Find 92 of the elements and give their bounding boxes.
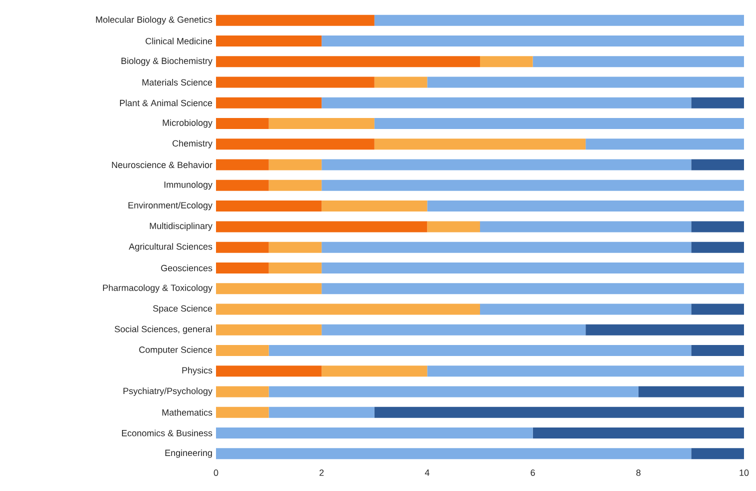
y-tick-label: Environment/Ecology xyxy=(128,202,212,210)
bar xyxy=(691,97,744,108)
bar xyxy=(691,221,744,232)
bar xyxy=(216,344,269,356)
bar xyxy=(216,14,374,26)
bar xyxy=(216,406,269,418)
x-tick-label: 4 xyxy=(424,470,430,476)
bar xyxy=(427,76,744,88)
x-tick-label: 8 xyxy=(636,470,641,476)
bar xyxy=(586,324,744,336)
bar xyxy=(216,448,692,460)
bar xyxy=(216,56,480,68)
y-tick-label: Space Science xyxy=(153,305,212,314)
bar xyxy=(216,118,269,130)
y-tick-label: Plant & Animal Science xyxy=(120,100,212,106)
bar xyxy=(322,242,692,253)
bar xyxy=(427,221,480,232)
y-tick-label: Clinical Medicine xyxy=(146,38,212,44)
bar xyxy=(374,76,428,88)
y-tick-label: Psychiatry/Psychology xyxy=(124,388,212,396)
bar xyxy=(532,427,744,438)
bar xyxy=(427,200,744,212)
bar xyxy=(322,200,428,212)
bar xyxy=(322,159,692,170)
bar xyxy=(691,304,744,315)
bar xyxy=(216,159,269,170)
y-tick-label: Immunology xyxy=(164,181,212,190)
bar xyxy=(374,14,744,26)
y-tick-label: Multidisciplinary xyxy=(150,222,212,231)
bar xyxy=(691,344,744,356)
bar xyxy=(691,242,744,253)
bar xyxy=(216,76,374,88)
y-tick-label: Social Sciences, general xyxy=(114,326,212,334)
y-tick-label: Molecular Biology & Genetics xyxy=(96,16,212,25)
bar xyxy=(268,386,638,398)
bar xyxy=(216,262,269,274)
bar xyxy=(216,366,322,377)
bar xyxy=(268,344,692,356)
bar xyxy=(268,406,374,418)
bar xyxy=(322,366,428,377)
bar xyxy=(586,138,744,150)
bar xyxy=(268,242,322,253)
y-tick-label: Materials Science xyxy=(142,78,212,86)
y-tick-label: Chemistry xyxy=(172,140,212,148)
bar xyxy=(268,262,322,274)
bar xyxy=(374,406,744,418)
bar xyxy=(691,159,744,170)
bar xyxy=(216,221,428,232)
x-tick-label: 0 xyxy=(214,470,218,476)
y-tick-label: Computer Science xyxy=(139,346,212,355)
y-tick-label: Engineering xyxy=(165,449,212,458)
bar xyxy=(216,138,374,150)
bar xyxy=(216,242,269,253)
bar xyxy=(322,262,744,274)
bar xyxy=(268,118,374,130)
y-tick-label: Physics xyxy=(182,366,212,376)
bar xyxy=(268,159,322,170)
bar xyxy=(322,324,586,336)
bar xyxy=(216,324,322,336)
bar xyxy=(374,138,586,150)
bar xyxy=(322,180,744,191)
bar xyxy=(216,36,322,47)
bar xyxy=(216,386,269,398)
y-tick-label: Microbiology xyxy=(162,119,212,128)
bar xyxy=(216,97,322,108)
bar xyxy=(216,427,533,438)
bar xyxy=(427,366,744,377)
bar xyxy=(216,180,269,191)
bar xyxy=(480,56,533,68)
bar xyxy=(480,304,692,315)
bar xyxy=(216,304,480,315)
bar xyxy=(268,180,322,191)
bar xyxy=(216,283,322,294)
bar xyxy=(691,448,744,460)
bar xyxy=(322,36,744,47)
y-tick-label: Economics & Business xyxy=(122,430,212,436)
y-tick-label: Mathematics xyxy=(162,409,212,416)
x-tick-label: 2 xyxy=(320,470,324,476)
y-tick-label: Geosciences xyxy=(161,264,212,272)
bar xyxy=(638,386,744,398)
y-tick-label: Biology & Biochemistry xyxy=(122,57,212,66)
bar xyxy=(480,221,692,232)
y-tick-label: Neuroscience & Behavior xyxy=(112,162,212,168)
bar xyxy=(374,118,744,130)
y-tick-label: Pharmacology & Toxicology xyxy=(103,284,212,293)
bar xyxy=(322,283,744,294)
x-tick-label: 10 xyxy=(740,470,749,476)
y-tick-label: Agricultural Sciences xyxy=(128,243,212,252)
bar xyxy=(216,200,322,212)
bar xyxy=(532,56,744,68)
bar xyxy=(322,97,692,108)
x-tick-label: 6 xyxy=(530,470,535,476)
